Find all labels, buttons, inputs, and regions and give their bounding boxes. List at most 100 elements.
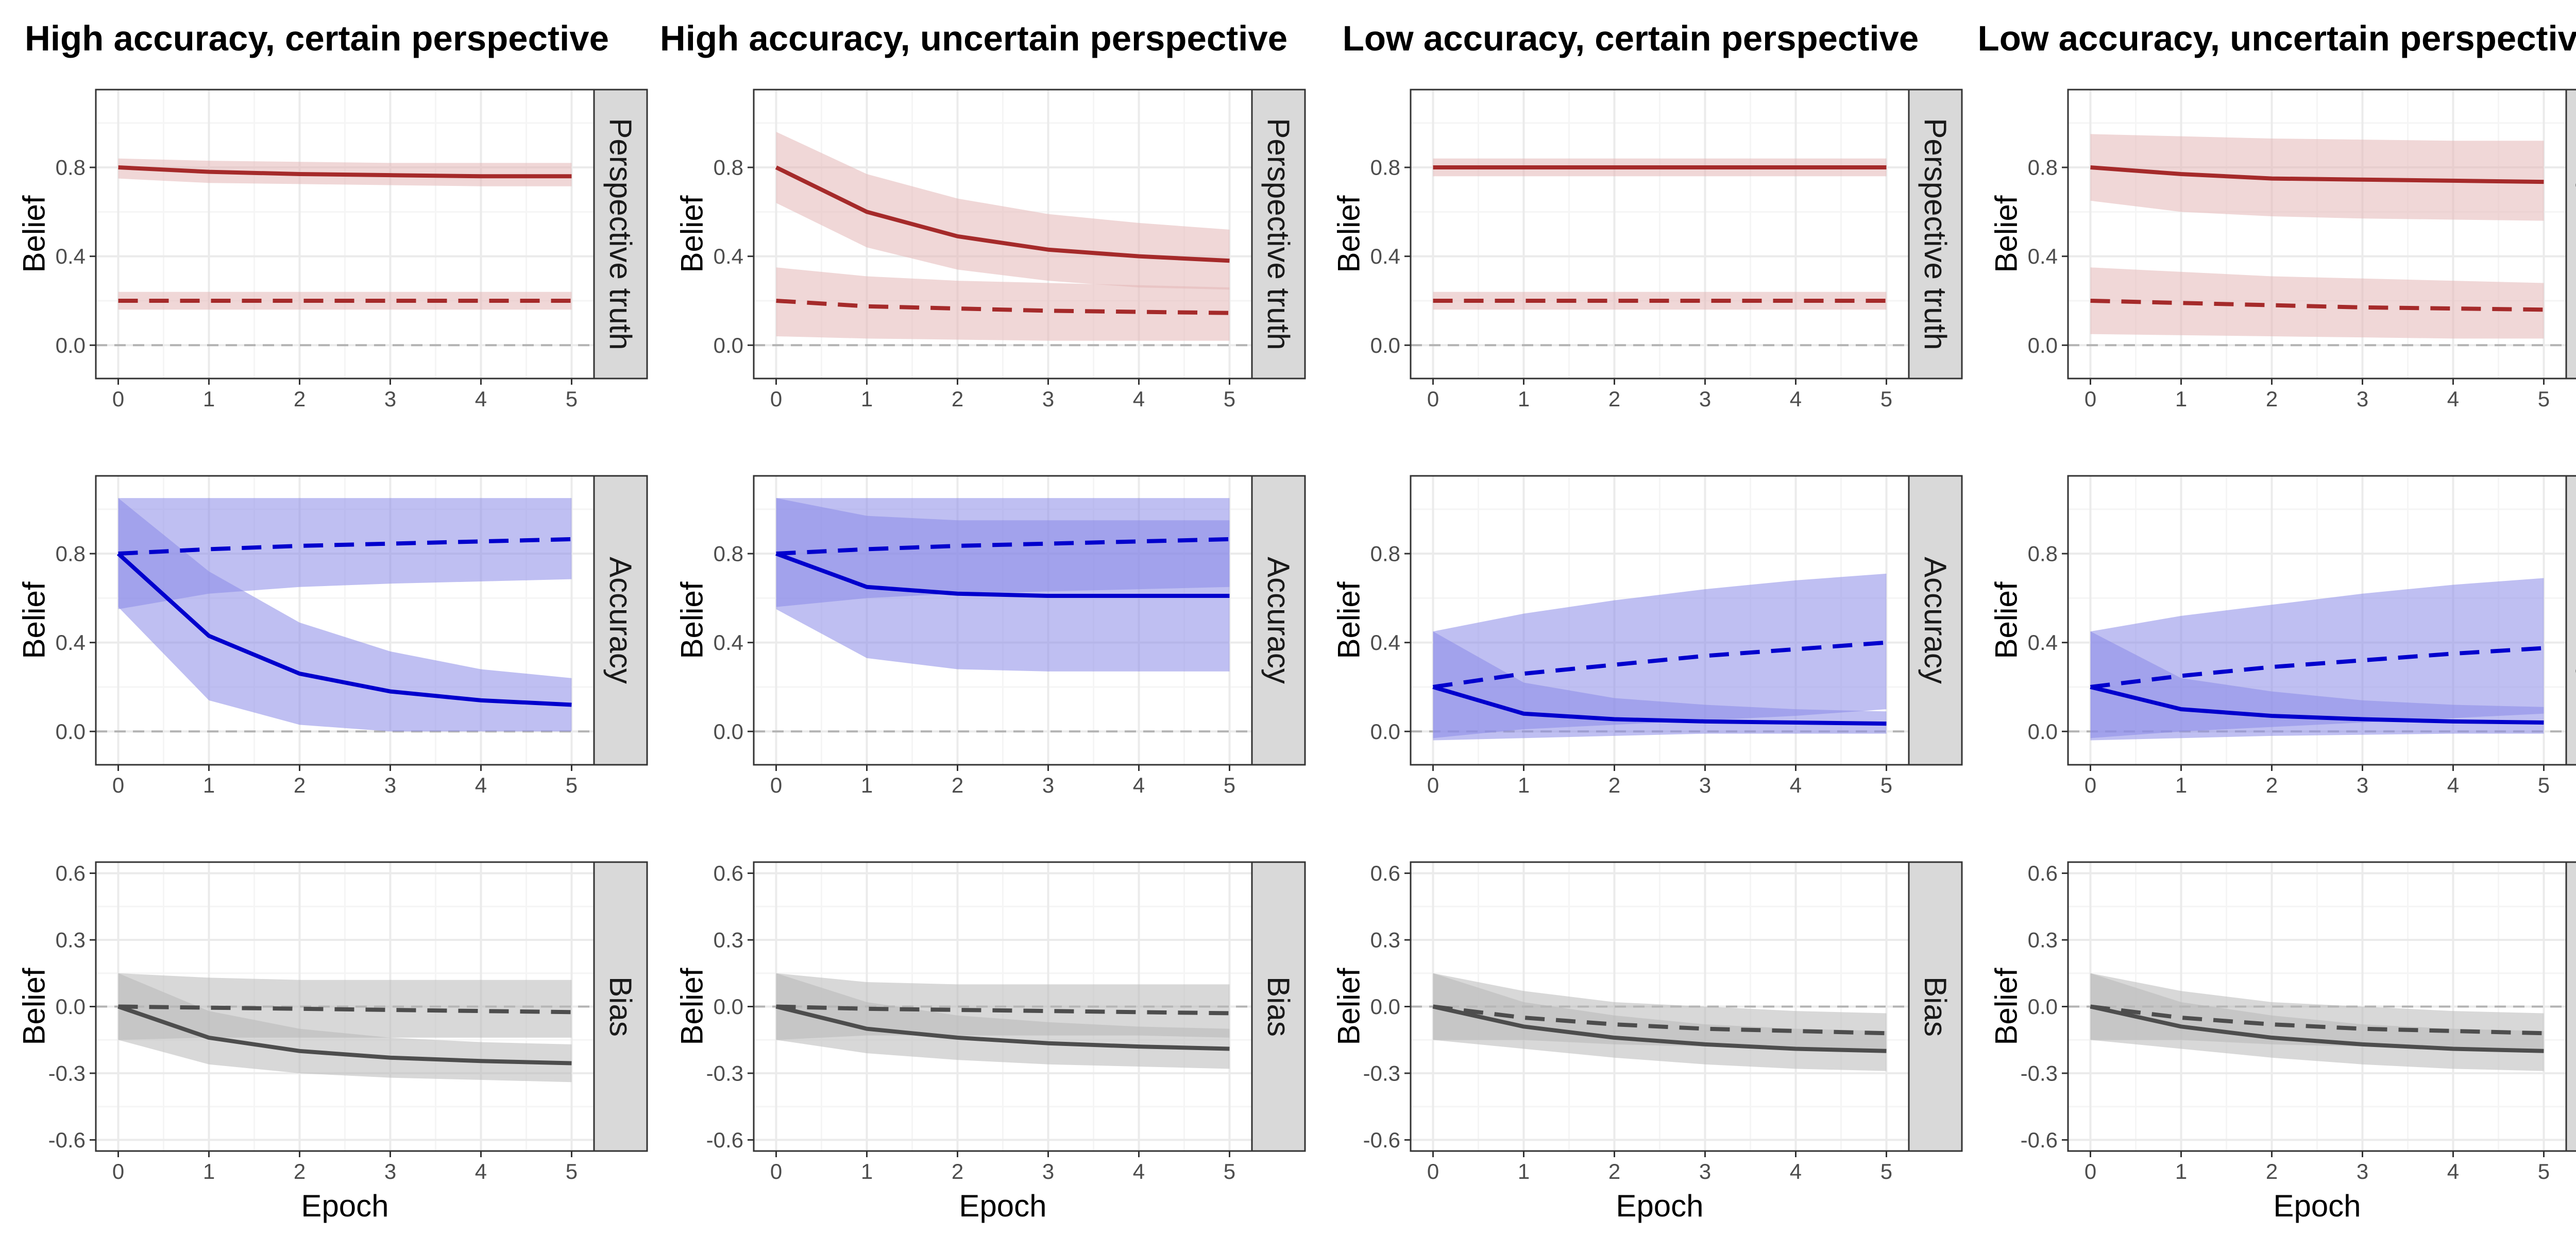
series-line-dashed [2090,1004,2544,1036]
x-tick-label: 5 [1880,387,1892,411]
x-tick-label: 5 [1224,1159,1235,1183]
y-axis-title: Belief [675,581,709,659]
y-tick-label: 0.4 [56,244,86,268]
y-tick-label: 0.0 [56,719,86,744]
x-tick-label: 5 [1880,773,1892,797]
series-line-dashed [1432,640,1887,689]
x-tick-label: 2 [952,773,963,797]
y-axis-title: Belief [1332,195,1366,272]
series-line-dashed [2090,646,2544,689]
facet-strip-label: Accuracy [1261,557,1296,684]
y-tick-label: 0.4 [1370,244,1400,268]
confidence-band [118,498,572,609]
x-tick-label: 0 [112,387,124,411]
x-tick-label: 2 [1608,1159,1620,1183]
series-line-dashed [118,1004,572,1015]
x-tick-label: 3 [384,1159,396,1183]
x-tick-label: 3 [384,387,396,411]
facet-strip-label: Perspective truth [1918,118,1953,350]
x-tick-label: 2 [294,773,306,797]
series-line-dashed [776,298,1230,315]
x-tick-label: 1 [861,773,873,797]
facet-strip [593,475,648,766]
x-tick-label: 1 [2175,387,2187,411]
y-tick-label: -0.3 [706,1061,743,1085]
series-line-dashed [1433,1004,1887,1036]
y-tick-label: 0.0 [1370,719,1400,744]
confidence-band [118,158,572,186]
facet-panel: Perspective truth 0.0 0.4 0.8 0 1 2 3 4 5 Belief [675,89,1306,411]
x-tick-label: 5 [1880,1159,1892,1183]
x-tick-label: 4 [475,1159,487,1183]
x-tick-label: 4 [475,773,487,797]
x-tick-label: 0 [2084,1159,2096,1183]
x-tick-label: 1 [203,387,215,411]
y-tick-label: 0.6 [1370,861,1400,885]
x-tick-label: 1 [861,1159,873,1183]
x-tick-label: 3 [384,773,396,797]
series-line-solid [117,1004,572,1066]
facet-strip-label: Accuracy [603,557,638,684]
y-axis-title: Belief [1332,581,1366,659]
x-tick-label: 2 [2266,1159,2278,1183]
series-line-solid [2090,1004,2544,1053]
x-tick-label: 4 [475,387,487,411]
x-tick-label: 0 [1427,1159,1439,1183]
column-title: Low accuracy, certain perspective [1343,19,1919,58]
x-tick-label: 3 [1699,1159,1711,1183]
y-tick-label: 0.4 [714,630,743,655]
facet-strip-label: Bias [1261,976,1296,1037]
y-tick-label: 0.0 [1370,994,1400,1019]
x-tick-label: 2 [294,1159,306,1183]
y-axis-title: Belief [17,968,52,1045]
facet-panel: Bias -0.6 -0.3 0.0 0.3 0.6 0 1 2 3 4 5 Belief Epoch [675,861,1306,1223]
x-tick-label: 2 [294,387,306,411]
series-line-solid [775,165,1230,263]
x-tick-label: 4 [1790,1159,1802,1183]
y-tick-label: 0.3 [56,928,86,952]
facet-strip [1251,475,1306,766]
x-tick-label: 3 [1699,773,1711,797]
y-axis-title: Belief [17,195,52,272]
y-tick-label: 0.3 [714,928,743,952]
confidence-band [776,498,1230,607]
y-tick-label: -0.6 [2021,1128,2058,1152]
y-tick-label: 0.0 [714,719,743,744]
series-line-solid [118,165,572,179]
y-tick-label: 0.3 [1370,928,1400,952]
x-tick-label: 3 [2357,1159,2368,1183]
x-tick-label: 2 [952,387,963,411]
facet-strip [2565,475,2576,766]
y-tick-label: 0.0 [1370,333,1400,357]
series-line-dashed [776,1004,1230,1016]
x-axis-title: Epoch [1616,1189,1703,1223]
x-tick-label: 1 [1518,1159,1530,1183]
x-tick-label: 4 [1133,1159,1145,1183]
x-tick-label: 1 [2175,773,2187,797]
x-tick-label: 5 [566,1159,578,1183]
y-axis-title: Belief [675,195,709,272]
facet-panel: Bias -0.6 -0.3 0.0 0.3 0.6 0 1 2 3 4 5 Belief Epoch [17,861,648,1223]
y-tick-label: 0.0 [2028,719,2058,744]
x-tick-label: 1 [1518,773,1530,797]
series-line-solid [775,552,1230,598]
x-tick-label: 4 [1790,773,1802,797]
series-line-solid [1432,685,1887,726]
y-tick-label: 0.8 [56,156,86,180]
facet-strip-label: Bias [603,976,638,1037]
x-tick-label: 5 [2538,773,2550,797]
confidence-band [118,973,572,1083]
column-title: High accuracy, uncertain perspective [660,19,1287,58]
facet-strip [1908,475,1963,766]
y-tick-label: 0.4 [2028,630,2058,655]
x-axis-title: Epoch [959,1189,1046,1223]
confidence-band [2090,267,2544,339]
series-line-dashed [2090,298,2544,312]
facet-strip-label: Bias [1918,976,1953,1037]
facet-strip [1908,89,1963,380]
x-tick-label: 3 [1042,387,1054,411]
y-tick-label: 0.8 [2028,156,2058,180]
